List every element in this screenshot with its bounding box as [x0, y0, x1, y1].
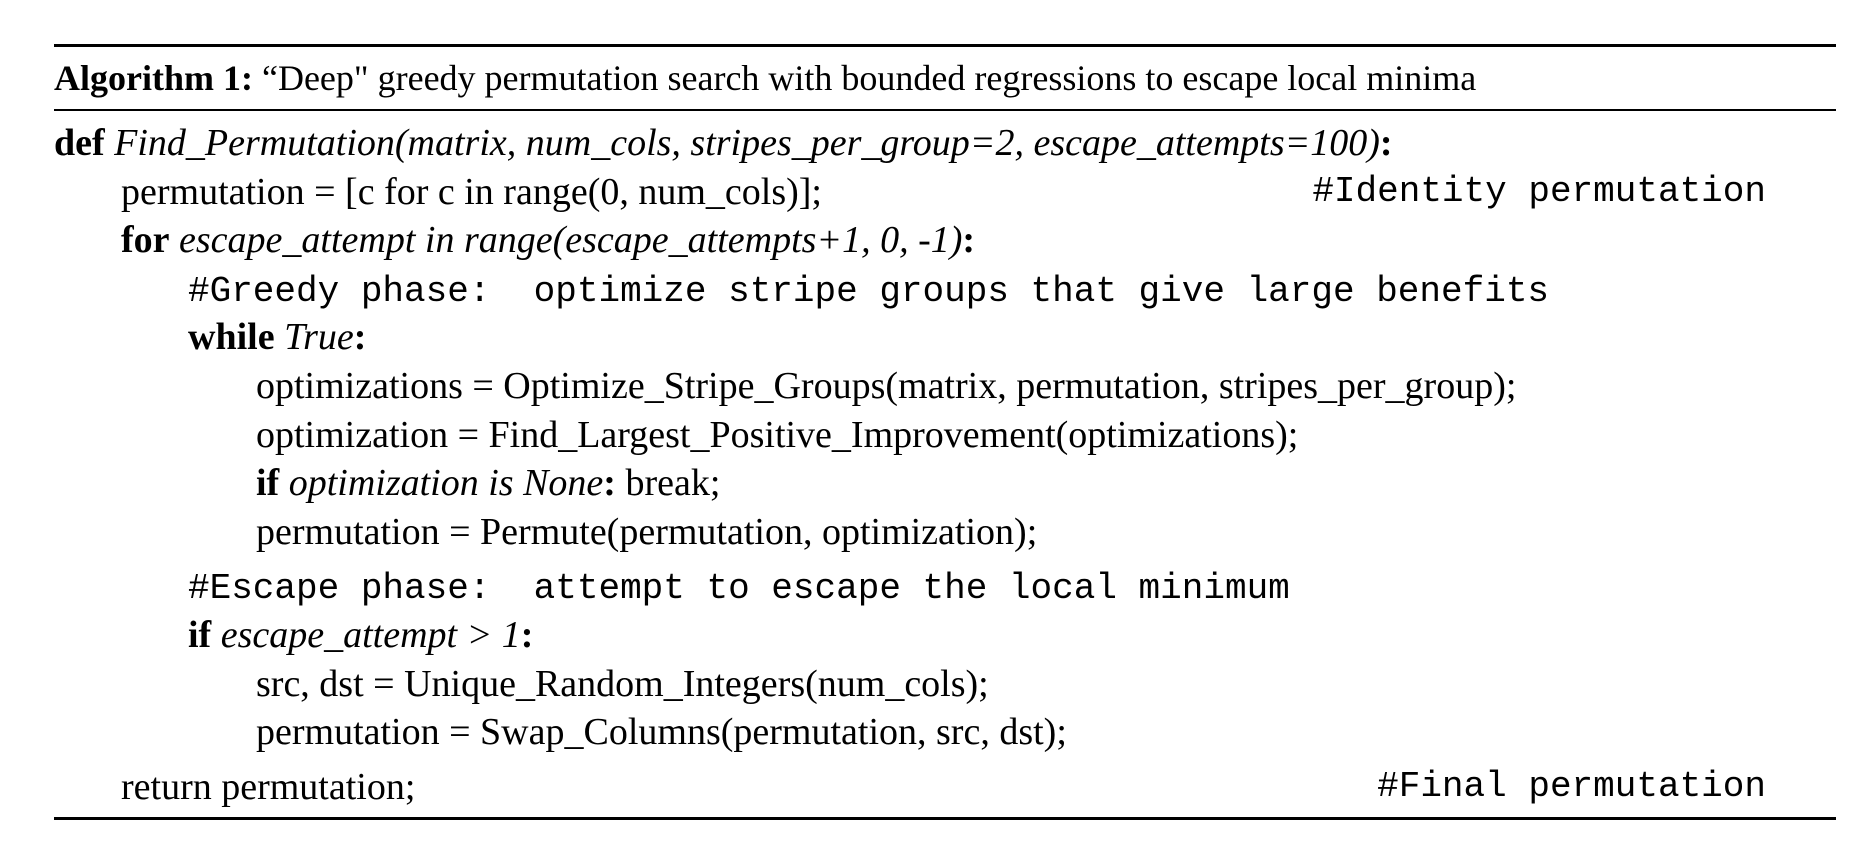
def-colon: : [1379, 122, 1393, 164]
permutation-init: permutation = [c for c in range(0, num_c… [121, 170, 822, 213]
for-keyword: for [121, 219, 170, 262]
optimizations-line: optimizations = Optimize_Stripe_Groups(m… [54, 362, 1836, 411]
if-colon: : [603, 462, 616, 505]
greedy-comment: #Greedy phase: optimize stripe groups th… [188, 270, 1550, 312]
algorithm-body: def Find_Permutation(matrix, num_cols, s… [54, 111, 1836, 817]
algorithm-block: Algorithm 1: “Deep" greedy permutation s… [54, 44, 1836, 821]
break-stmt: break; [615, 462, 721, 505]
permutation-init-line: permutation = [c for c in range(0, num_c… [54, 168, 1836, 217]
if-escape-keyword: if [188, 613, 212, 656]
caption-rule [54, 109, 1836, 111]
while-keyword: while [188, 316, 275, 359]
if-escape-condition: escape_attempt > 1 [220, 613, 521, 656]
escape-comment: #Escape phase: attempt to escape the loc… [188, 568, 1290, 610]
final-comment: #Final permutation [1377, 765, 1766, 807]
while-colon: : [353, 316, 367, 359]
if-escape-colon: : [520, 613, 534, 656]
for-condition: escape_attempt in range(escape_attempts+… [179, 219, 963, 262]
def-keyword: def [54, 122, 105, 164]
if-escape-line: if escape_attempt > 1: [54, 611, 1836, 660]
if-none-line: if optimization is None: break; [54, 459, 1836, 508]
bottom-rule [54, 817, 1836, 821]
optimizations-stmt: optimizations = Optimize_Stripe_Groups(m… [256, 364, 1517, 407]
if-none-condition: optimization is None [288, 462, 604, 505]
while-line: while True: [54, 313, 1836, 362]
function-signature: Find_Permutation(matrix, num_cols, strip… [114, 122, 1380, 164]
def-line: def Find_Permutation(matrix, num_cols, s… [54, 119, 1836, 168]
if-keyword: if [256, 462, 280, 505]
identity-comment: #Identity permutation [1312, 170, 1766, 212]
src-dst-line: src, dst = Unique_Random_Integers(num_co… [54, 660, 1836, 709]
return-stmt: return permutation; [121, 765, 416, 808]
swap-stmt: permutation = Swap_Columns(permutation, … [256, 711, 1067, 754]
algorithm-title: “Deep" greedy permutation search with bo… [252, 58, 1477, 98]
optimization-line: optimization = Find_Largest_Positive_Imp… [54, 411, 1836, 460]
greedy-comment-line: #Greedy phase: optimize stripe groups th… [54, 265, 1836, 314]
swap-line: permutation = Swap_Columns(permutation, … [54, 708, 1836, 757]
for-line: for escape_attempt in range(escape_attem… [54, 216, 1836, 265]
algorithm-label: Algorithm 1: [54, 58, 253, 98]
optimization-stmt: optimization = Find_Largest_Positive_Imp… [256, 413, 1299, 456]
permute-stmt: permutation = Permute(permutation, optim… [256, 510, 1038, 553]
while-condition: True [284, 316, 354, 359]
escape-comment-line: #Escape phase: attempt to escape the loc… [54, 562, 1836, 611]
top-rule [54, 44, 1836, 47]
algorithm-caption: Algorithm 1: “Deep" greedy permutation s… [54, 47, 1836, 109]
permute-line: permutation = Permute(permutation, optim… [54, 508, 1836, 557]
for-colon: : [962, 219, 976, 262]
return-line: return permutation; #Final permutation [54, 763, 1836, 812]
src-dst-stmt: src, dst = Unique_Random_Integers(num_co… [256, 662, 989, 705]
